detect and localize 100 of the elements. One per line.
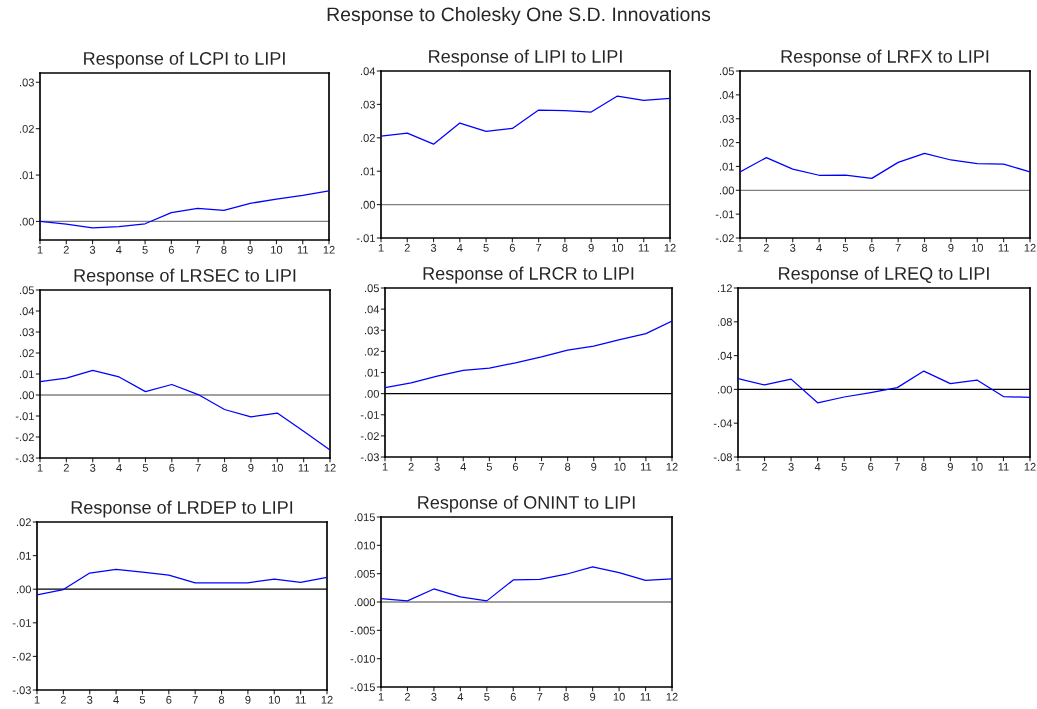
x-tick-label: 10 [268,695,281,704]
x-tick-label: 9 [245,695,251,704]
y-tick-label: .08 [718,318,732,326]
y-tick-label: -.03 [360,453,379,462]
y-tick-label: .02 [365,347,379,356]
y-tick-label: .04 [365,305,380,314]
y-tick-label: -.015 [350,683,375,692]
y-tick-label: .00 [20,391,35,400]
y-tick-label: .03 [20,78,34,87]
line-series [40,369,330,451]
y-tick-label: .01 [17,551,31,560]
x-tick-label: 12 [324,463,336,472]
chart-title: Response of LREQ to LIPI [779,266,989,284]
x-tick-label: 7 [536,243,542,252]
x-tick-label: 8 [218,695,225,704]
y-tick-label: .00 [20,217,35,226]
y-tick-label: .05 [720,67,734,76]
x-tick-label: 3 [89,245,96,254]
line-series [385,320,672,389]
x-tick-label: 12 [1024,243,1036,252]
x-tick-label: 11 [297,245,308,254]
x-tick-label: 1 [378,243,384,252]
x-tick-label: 10 [271,463,284,472]
x-tick-label: 4 [814,462,821,471]
y-tick-label: .02 [361,134,375,142]
x-tick-label: 5 [142,463,149,472]
y-tick-label: .015 [354,513,375,522]
x-tick-label: 11 [998,243,1009,252]
x-tick-label: 9 [588,243,594,252]
line-series [740,152,1030,179]
x-tick-label: 4 [115,245,122,254]
x-tick-label: 11 [298,463,309,472]
x-tick-label: 6 [869,243,875,252]
x-tick-label: 3 [90,463,96,472]
x-tick-label: 3 [434,462,440,471]
y-tick-label: .05 [20,286,34,295]
x-tick-label: 11 [640,462,652,471]
x-tick-label: 4 [457,692,464,701]
x-tick-label: 7 [894,462,900,471]
x-tick-label: 2 [762,462,768,471]
x-tick-label: 1 [378,692,384,701]
x-tick-label: 10 [613,692,625,701]
chart-title: Response of LRFX to LIPI [781,49,989,67]
x-tick-label: 4 [116,463,122,472]
y-tick-label: -.03 [15,454,34,463]
y-tick-label: .03 [720,114,734,123]
y-tick-label: .02 [720,138,734,147]
x-tick-label: 12 [664,243,676,252]
y-tick-label: .00 [365,389,380,398]
x-tick-label: 3 [430,243,437,252]
y-tick-label: -.08 [713,453,732,462]
y-tick-label: -.01 [15,412,34,421]
line-series [381,566,672,602]
line-series [381,95,670,145]
x-tick-label: 10 [614,462,626,471]
x-tick-label: 11 [640,692,651,701]
x-tick-label: 2 [60,695,66,704]
y-tick-label: .00 [17,585,32,594]
y-tick-label: .005 [354,569,375,578]
x-tick-label: 7 [192,695,198,704]
y-tick-label: .02 [20,349,34,358]
x-tick-label: 2 [63,463,69,472]
y-tick-label: .01 [365,368,379,377]
chart-title: Response of LIPI to LIPI [429,49,622,67]
x-tick-label: 6 [166,695,172,704]
x-tick-label: 5 [486,462,492,471]
x-tick-label: 5 [484,692,490,701]
y-tick-label: .01 [20,171,34,180]
x-tick-label: 12 [666,692,678,701]
x-tick-label: 8 [562,243,568,252]
y-tick-label: -.02 [15,433,34,442]
x-tick-label: 3 [788,462,794,471]
x-tick-label: 5 [483,243,489,252]
chart-title: Response of LRDEP to LIPI [71,500,293,518]
line-series [738,370,1030,404]
x-tick-label: 10 [271,245,283,254]
x-tick-label: 5 [142,245,148,254]
chart-title: Response of ONINT to LIPI [418,495,635,513]
y-tick-label: .12 [718,284,732,293]
y-tick-label: .02 [20,124,34,133]
x-tick-label: 2 [404,243,410,252]
x-tick-label: 7 [539,462,545,471]
y-tick-label: -.01 [356,234,375,243]
y-tick-label: .00 [361,200,376,209]
x-tick-label: 5 [139,695,146,704]
x-tick-label: 1 [737,243,743,252]
x-tick-label: 6 [512,462,519,471]
chart-title: Response of LRCR to LIPI [423,266,634,284]
y-tick-label: .02 [17,518,31,527]
x-tick-label: 2 [404,692,410,701]
x-tick-label: 1 [735,462,741,471]
x-tick-label: 7 [895,243,901,252]
x-tick-label: 11 [638,243,649,252]
y-tick-label: -.01 [360,411,379,419]
y-tick-label: .04 [20,307,35,316]
x-tick-label: 6 [509,243,515,252]
x-tick-label: 4 [113,695,119,704]
x-tick-label: 8 [565,462,571,471]
y-tick-label: .00 [720,186,735,195]
y-tick-label: -.02 [715,234,734,243]
